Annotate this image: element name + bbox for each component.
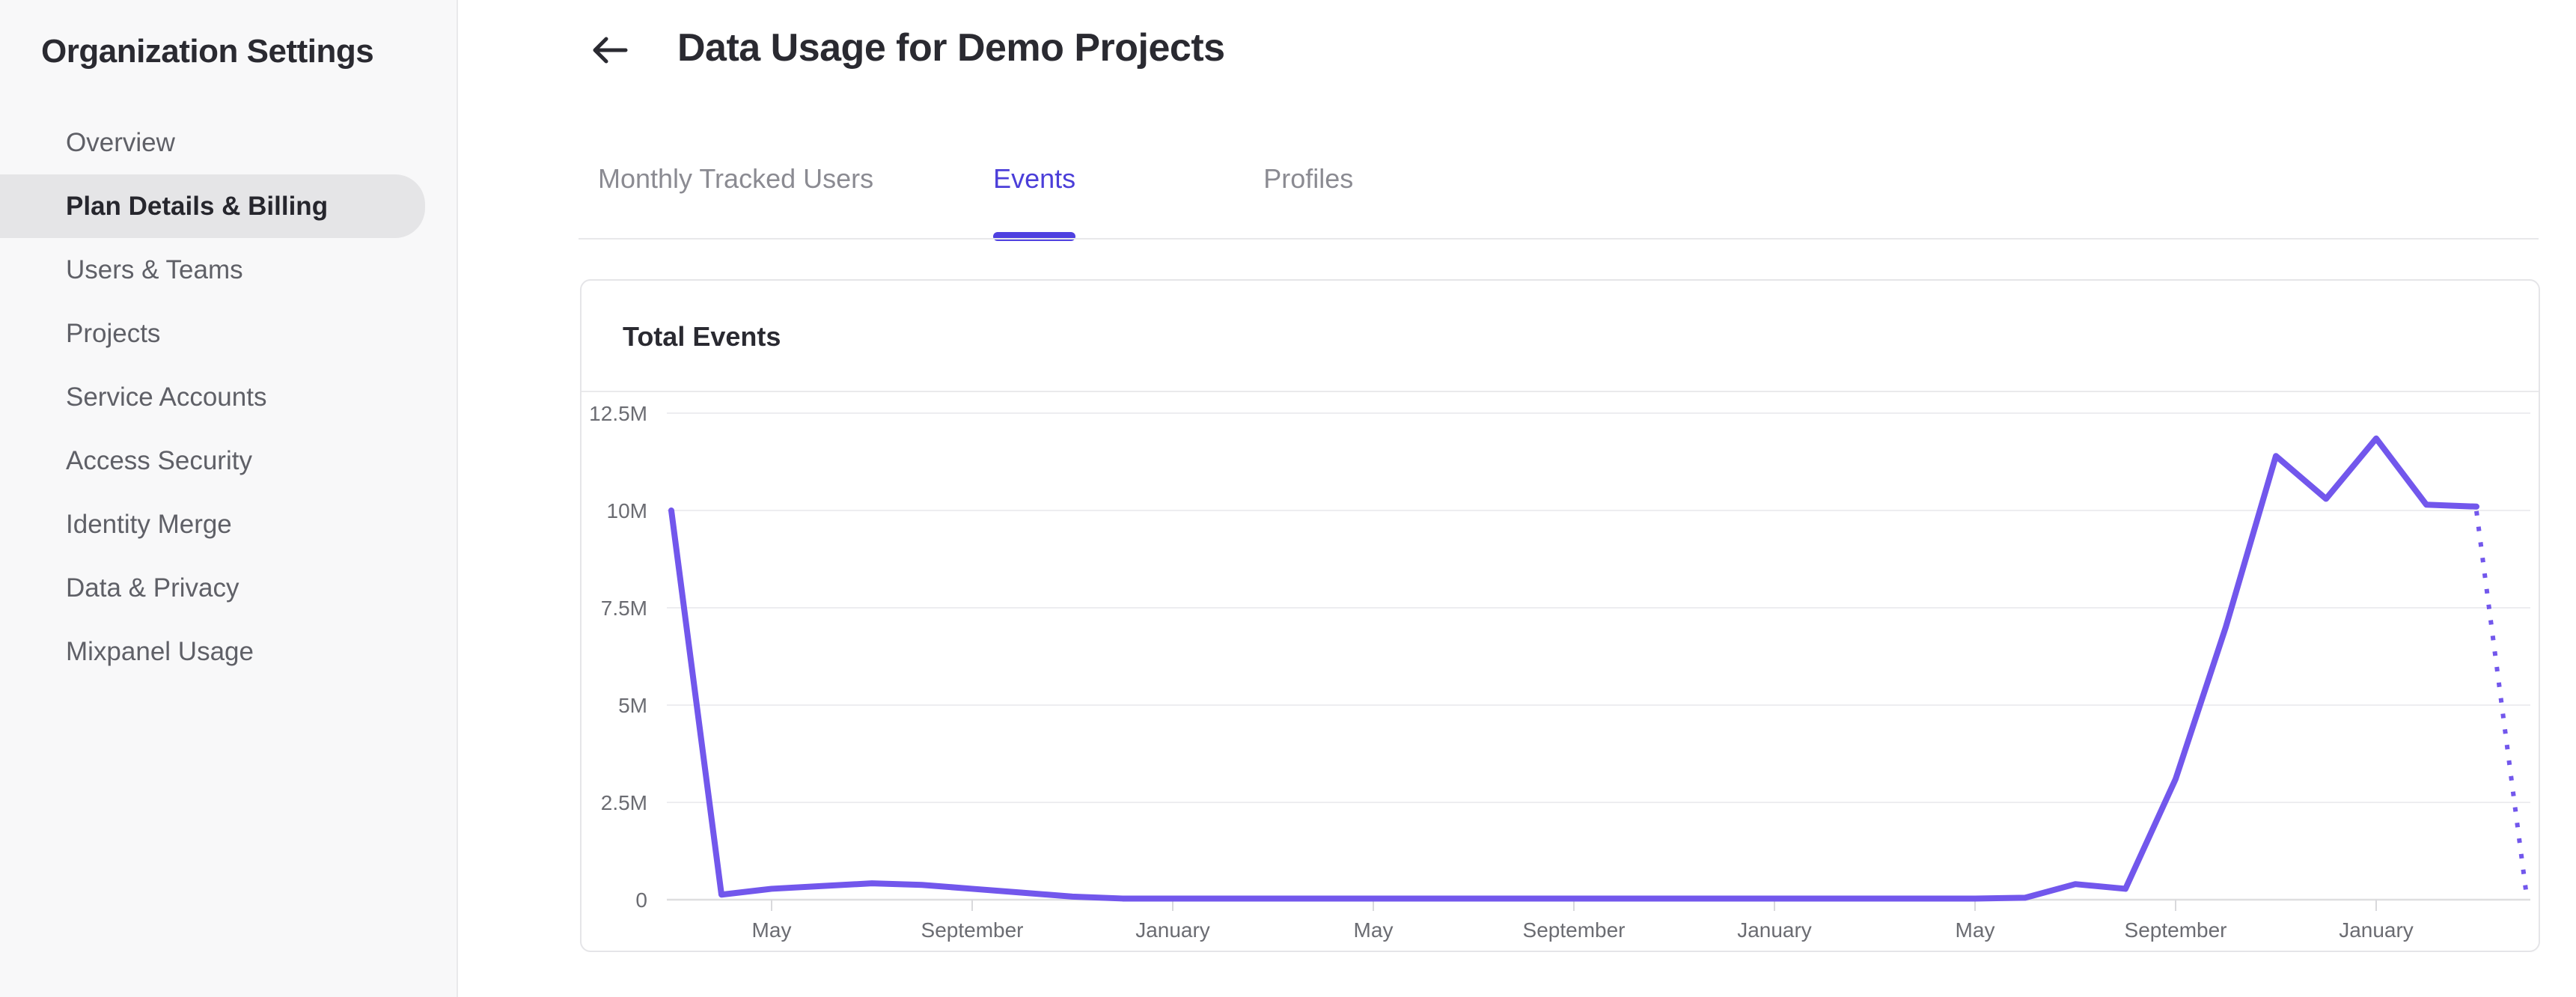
sidebar-item-mixpanel-usage[interactable]: Mixpanel Usage [66,637,254,666]
back-button[interactable] [588,28,632,72]
total-events-line-chart: 12.5M 10M 7.5M 5M 2.5M 0 May September January Ma… [589,402,2530,942]
x-axis-label: January [1737,918,1812,942]
total-events-projection-dotted-line [2474,510,2529,897]
total-events-series-line [668,435,2479,902]
x-axis-label: May [1354,918,1394,942]
sidebar-item-users-teams[interactable]: Users & Teams [66,255,243,284]
sidebar-item-identity-merge[interactable]: Identity Merge [66,510,232,539]
sidebar: Organization Settings Overview Plan Detai… [0,0,458,997]
y-axis-label: 12.5M [589,402,647,425]
sidebar-title: Organization Settings [41,33,374,70]
tab-bar: Monthly Tracked Users Events Profiles [598,163,1353,241]
total-events-card: Total Events 12.5M 10M 7.5M 5M 2.5M 0 May Septe… [580,279,2540,952]
sidebar-item-access-security[interactable]: Access Security [66,446,252,475]
x-axis-label: May [752,918,792,942]
x-axis-label: May [1956,918,1995,942]
tab-events[interactable]: Events [993,163,1076,241]
sidebar-item-projects[interactable]: Projects [66,319,161,348]
y-axis-label: 2.5M [601,791,647,814]
x-axis-label: January [2339,918,2414,942]
x-axis-label: January [1135,918,1210,942]
sidebar-nav: Overview Plan Details & Billing Users & Te… [0,111,458,683]
x-axis-label: September [1523,918,1626,942]
x-axis-label: September [921,918,1024,942]
page-title: Data Usage for Demo Projects [677,26,1225,70]
y-axis-label: 5M [618,694,647,717]
card-header: Total Events [582,281,2539,392]
sidebar-item-service-accounts[interactable]: Service Accounts [66,382,267,412]
card-title: Total Events [623,321,781,352]
y-axis-label: 10M [607,499,647,522]
tab-monthly-tracked-users[interactable]: Monthly Tracked Users [598,163,874,194]
sidebar-item-data-privacy[interactable]: Data & Privacy [66,573,239,603]
tab-bar-divider [579,238,2539,240]
sidebar-item-overview[interactable]: Overview [66,128,175,157]
y-axis-label: 7.5M [601,597,647,620]
tab-profiles[interactable]: Profiles [1263,163,1354,194]
y-axis-label: 0 [635,888,647,912]
main-content: Data Usage for Demo Projects Monthly Tra… [458,0,2576,997]
arrow-left-icon [593,37,628,64]
x-axis-label: September [2125,918,2227,942]
sidebar-item-plan-details-billing[interactable]: Plan Details & Billing [0,174,425,238]
